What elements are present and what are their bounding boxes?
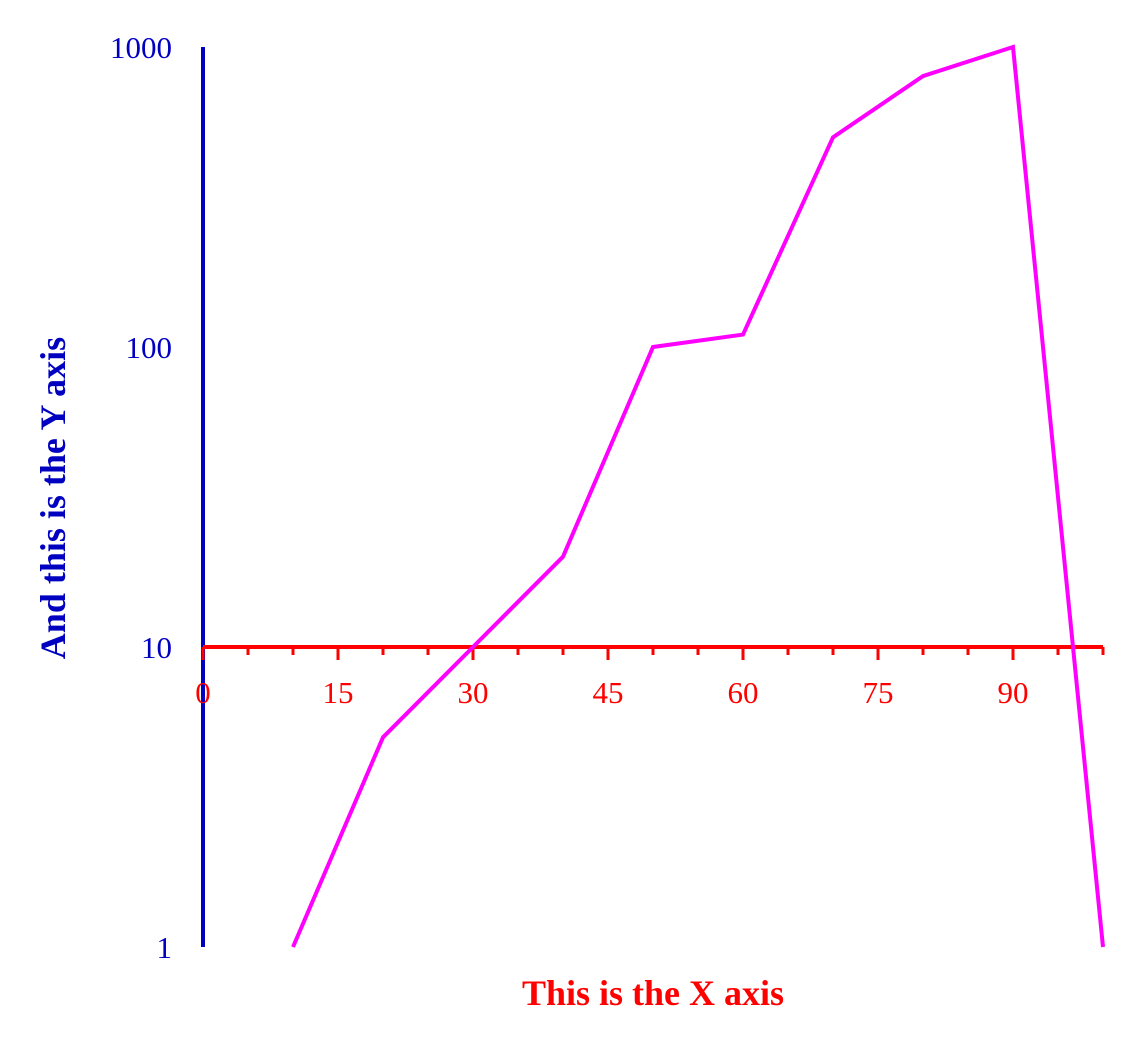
x-tick-label: 15 — [323, 675, 354, 710]
y-tick-label: 1000 — [110, 30, 172, 65]
x-tick-label: 30 — [458, 675, 489, 710]
y-axis-title: And this is the Y axis — [33, 337, 73, 659]
y-tick-label: 100 — [126, 330, 173, 365]
x-tick-label: 60 — [728, 675, 759, 710]
x-tick-label: 90 — [998, 675, 1029, 710]
x-tick-label: 0 — [195, 675, 211, 710]
y-tick-label: 10 — [141, 630, 172, 665]
x-tick-label: 45 — [593, 675, 624, 710]
series-line — [291, 44, 1105, 948]
y-tick-label: 1 — [157, 930, 173, 965]
x-axis-title: This is the X axis — [522, 973, 784, 1013]
plot-area: 1 10 100 1000 0 15 30 45 60 75 90 — [110, 30, 1105, 965]
x-tick-label: 75 — [863, 675, 894, 710]
